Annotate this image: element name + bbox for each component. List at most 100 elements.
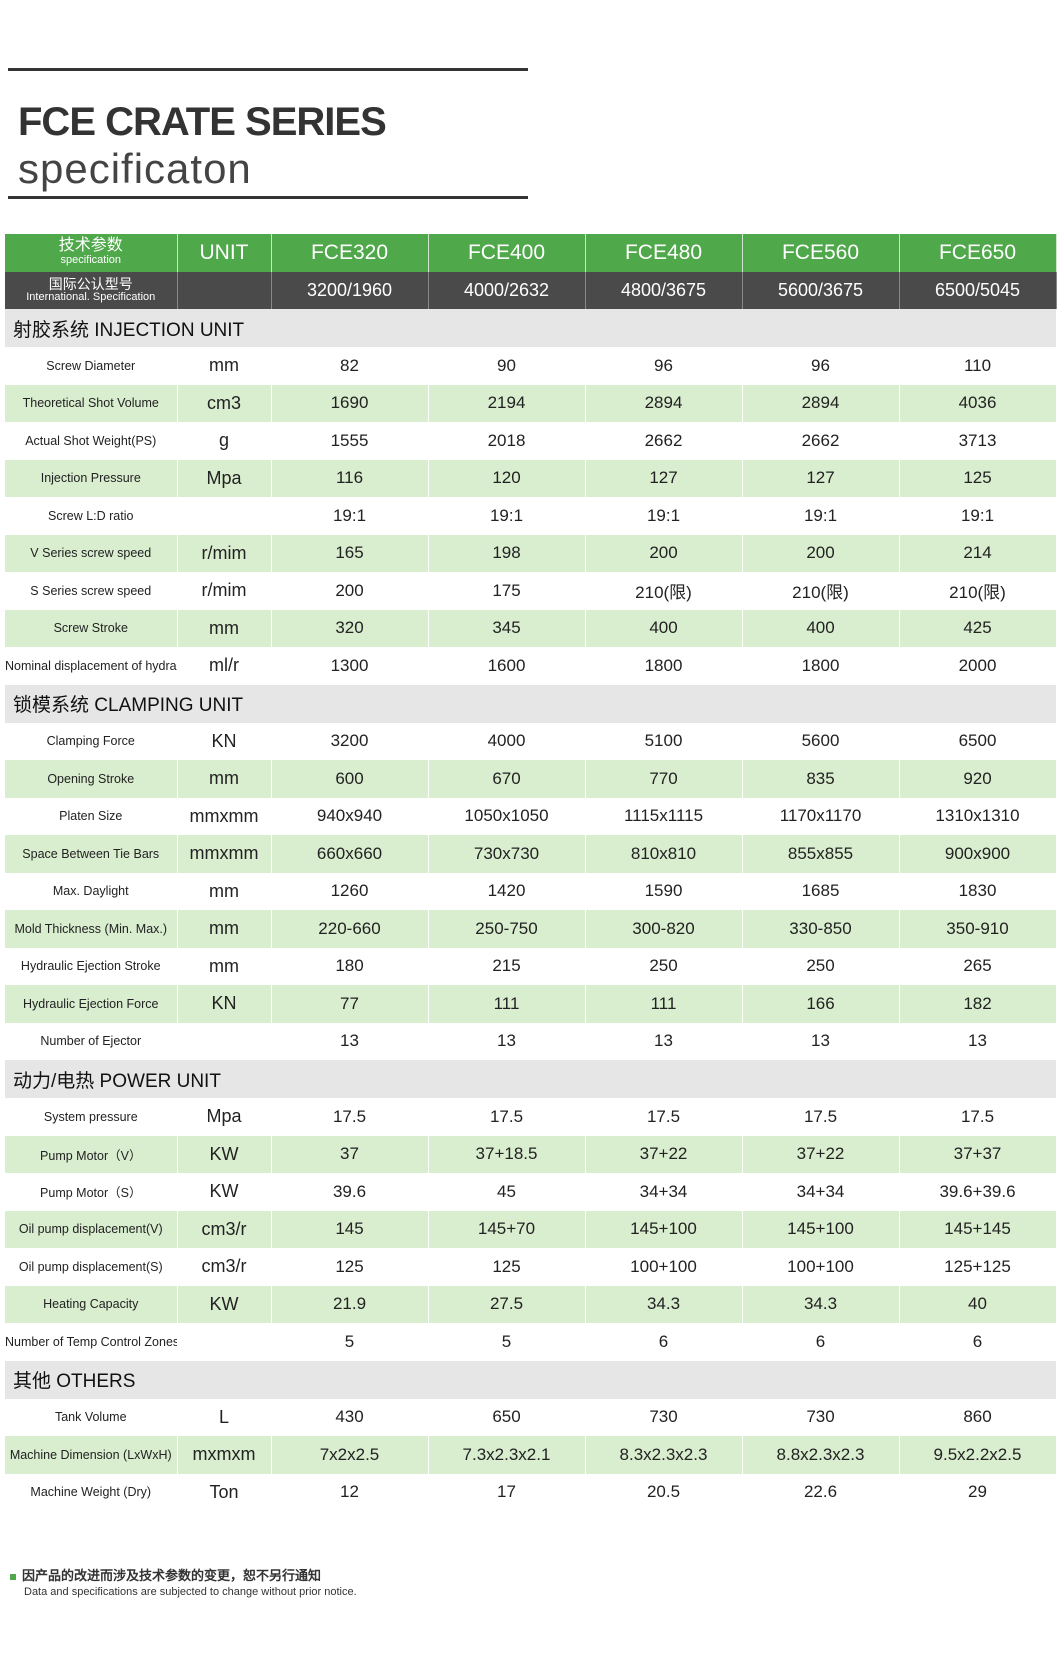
value-cell: 1050x1050 (428, 797, 586, 835)
intl-label-cn: 国际公认型号 (48, 275, 133, 292)
row-unit: KN (177, 722, 272, 760)
value-cell: 29 (899, 1473, 1057, 1511)
row-unit (177, 1022, 272, 1060)
table-row: Tank Volume L 430 650 730 730 860 (5, 1398, 1057, 1436)
value-cell: 100+100 (585, 1248, 743, 1286)
value-cell: 400 (742, 609, 900, 647)
value-cell: 145+145 (899, 1210, 1057, 1248)
value-cell: 920 (899, 760, 1057, 798)
footnote-en: Data and specifications are subjected to… (24, 1586, 357, 1598)
value-cell: 4036 (899, 384, 1057, 422)
value-cell: 1300 (271, 647, 429, 685)
value-cell: 19:1 (271, 497, 429, 535)
value-cell: 7.3x2.3x2.1 (428, 1436, 586, 1474)
header-row-models: 技术参数 specification UNIT FCE320 FCE400 FC… (5, 234, 1057, 272)
table-row: Pump Motor（S） KW 39.6 45 34+34 34+34 39.6+39.6 (5, 1173, 1057, 1211)
intl-spec-cell: 3200/1960 (271, 272, 429, 309)
row-label: Pump Motor（V） (5, 1135, 178, 1173)
value-cell: 3713 (899, 422, 1057, 460)
value-cell: 350-910 (899, 910, 1057, 948)
model-header-cell: FCE400 (428, 234, 586, 272)
value-cell: 1590 (585, 872, 743, 910)
row-label: Screw L:D ratio (5, 497, 178, 535)
table-row: Oil pump displacement(V) cm3/r 145 145+70 14… (5, 1210, 1057, 1248)
section-header: 动力/电热 POWER UNIT (5, 1060, 1056, 1098)
value-cell: 210(限) (899, 572, 1057, 610)
value-cell: 4000 (428, 722, 586, 760)
value-cell: 145+100 (585, 1210, 743, 1248)
value-cell: 250-750 (428, 910, 586, 948)
section-header: 锁模系统 CLAMPING UNIT (5, 684, 1056, 723)
value-cell: 165 (271, 534, 429, 572)
page-subtitle: specificaton (18, 145, 252, 192)
value-cell: 8.8x2.3x2.3 (742, 1436, 900, 1474)
value-cell: 37 (271, 1135, 429, 1173)
row-unit: cm3/r (177, 1210, 272, 1248)
row-label: Number of Temp Control Zones (5, 1323, 178, 1361)
value-cell: 125 (899, 459, 1057, 497)
value-cell: 1170x1170 (742, 797, 900, 835)
table-row: System pressure Mpa 17.5 17.5 17.5 17.5 17.5 (5, 1098, 1057, 1136)
table-row: Injection Pressure Mpa 116 120 127 127 125 (5, 459, 1057, 497)
value-cell: 180 (271, 947, 429, 985)
value-cell: 600 (271, 760, 429, 798)
intl-spec-cell: 6500/5045 (899, 272, 1057, 309)
value-cell: 34.3 (585, 1285, 743, 1323)
value-cell: 400 (585, 609, 743, 647)
value-cell: 300-820 (585, 910, 743, 948)
row-unit (177, 1323, 272, 1361)
row-unit: mxmxm (177, 1436, 272, 1474)
row-unit: KW (177, 1173, 272, 1211)
value-cell: 1115x1115 (585, 797, 743, 835)
value-cell: 200 (271, 572, 429, 610)
value-cell: 2894 (585, 384, 743, 422)
param-label-en: specification (60, 254, 122, 266)
page-title: FCE CRATE SERIES (18, 100, 387, 144)
value-cell: 27.5 (428, 1285, 586, 1323)
value-cell: 22.6 (742, 1473, 900, 1511)
intl-label-cell: 国际公认型号 International. Specification (5, 272, 178, 309)
value-cell: 96 (742, 347, 900, 385)
row-unit: mmxmm (177, 835, 272, 873)
value-cell: 13 (271, 1022, 429, 1060)
table-row: Mold Thickness (Min. Max.) mm 220-660 250-7… (5, 910, 1057, 948)
table-row: Platen Size mmxmm 940x940 1050x1050 1115x111… (5, 797, 1057, 835)
model-header-cell: FCE560 (742, 234, 900, 272)
value-cell: 430 (271, 1398, 429, 1436)
bottom-rule (8, 196, 528, 199)
value-cell: 6500 (899, 722, 1057, 760)
bullet-icon (10, 1573, 16, 1580)
table-row: Number of Ejector 13 13 13 13 13 (5, 1022, 1057, 1060)
row-label: Screw Diameter (5, 347, 178, 385)
header-row-intl-spec: 国际公认型号 International. Specification 3200… (5, 272, 1057, 309)
intl-label-en: International. Specification (26, 290, 156, 303)
table-row: Opening Stroke mm 600 670 770 835 920 (5, 760, 1057, 798)
value-cell: 34+34 (742, 1173, 900, 1211)
row-label: Clamping Force (5, 722, 178, 760)
value-cell: 345 (428, 609, 586, 647)
value-cell: 730 (585, 1398, 743, 1436)
value-cell: 5 (428, 1323, 586, 1361)
value-cell: 17.5 (428, 1098, 586, 1136)
footnote: 因产品的改进而涉及技术参数的变更，恕不另行通知 Data and specifi… (10, 1565, 357, 1598)
top-rule (8, 68, 528, 71)
row-unit: L (177, 1398, 272, 1436)
table-row: Screw Stroke mm 320 345 400 400 425 (5, 609, 1057, 647)
row-label: Pump Motor（S） (5, 1173, 178, 1211)
row-unit: ml/r (177, 647, 272, 685)
table-row: Number of Temp Control Zones 5 5 6 6 6 (5, 1323, 1057, 1361)
value-cell: 13 (899, 1022, 1057, 1060)
value-cell: 40 (899, 1285, 1057, 1323)
value-cell: 90 (428, 347, 586, 385)
row-unit (177, 497, 272, 535)
value-cell: 19:1 (585, 497, 743, 535)
value-cell: 330-850 (742, 910, 900, 948)
spec-table-body: 技术参数 specification UNIT FCE320 FCE400 FC… (5, 234, 1057, 1511)
unit-header-cell: UNIT (177, 234, 272, 272)
value-cell: 3200 (271, 722, 429, 760)
value-cell: 182 (899, 985, 1057, 1023)
row-unit: KW (177, 1135, 272, 1173)
table-row: Hydraulic Ejection Force KN 77 111 111 166 182 (5, 985, 1057, 1023)
value-cell: 6 (899, 1323, 1057, 1361)
value-cell: 9.5x2.2x2.5 (899, 1436, 1057, 1474)
